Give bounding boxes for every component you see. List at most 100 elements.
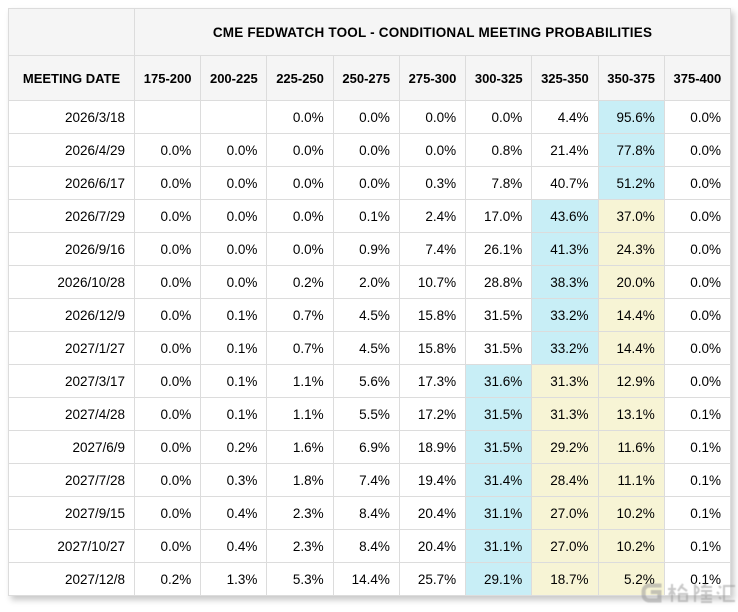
probability-cell: 0.0% bbox=[663, 199, 732, 233]
col-header-rate-range: 350-375 bbox=[597, 55, 665, 101]
probability-cell: 0.0% bbox=[266, 100, 334, 134]
probability-cell: 0.3% bbox=[200, 463, 268, 497]
probability-cell: 0.0% bbox=[398, 133, 467, 167]
meeting-date-cell: 2026/6/17 bbox=[8, 166, 135, 200]
table-row: 2026/3/18 0.0% 0.0% 0.0% 0.0% 4.4% 95.6% 0.0% bbox=[8, 100, 732, 134]
probability-cell: 2.3% bbox=[266, 529, 334, 563]
meeting-date-cell: 2027/7/28 bbox=[8, 463, 135, 497]
probability-cell: 31.4% bbox=[465, 463, 533, 497]
probability-cell: 0.2% bbox=[266, 265, 334, 299]
probability-cell: 11.1% bbox=[597, 463, 665, 497]
probability-cell: 0.4% bbox=[200, 529, 268, 563]
probability-cell: 0.7% bbox=[266, 298, 334, 332]
probability-cell: 0.0% bbox=[133, 463, 202, 497]
probability-cell: 0.0% bbox=[200, 166, 268, 200]
probability-cell: 0.0% bbox=[663, 298, 732, 332]
probability-cell: 21.4% bbox=[531, 133, 599, 167]
table-row: 2026/12/9 0.0% 0.1% 0.7% 4.5% 15.8% 31.5% 33.2%… bbox=[8, 298, 732, 332]
table-title: CME FEDWATCH TOOL - CONDITIONAL MEETING … bbox=[134, 8, 731, 56]
probability-cell: 5.2% bbox=[597, 562, 665, 596]
col-header-rate-range: 325-350 bbox=[531, 55, 599, 101]
probability-cell: 7.8% bbox=[465, 166, 533, 200]
probability-cell: 20.4% bbox=[398, 529, 467, 563]
meeting-date-cell: 2027/10/27 bbox=[8, 529, 135, 563]
probability-cell: 0.0% bbox=[133, 133, 202, 167]
probability-cell: 14.4% bbox=[597, 298, 665, 332]
table-row: 2027/3/17 0.0% 0.1% 1.1% 5.6% 17.3% 31.6% 31.3%… bbox=[8, 364, 732, 398]
probability-cell: 0.0% bbox=[663, 100, 732, 134]
probability-cell: 0.1% bbox=[200, 298, 268, 332]
probability-cell: 0.0% bbox=[266, 133, 334, 167]
table-row: 2026/7/29 0.0% 0.0% 0.0% 0.1% 2.4% 17.0% 43.6% 3… bbox=[8, 199, 732, 233]
table-row: 2027/6/9 0.0% 0.2% 1.6% 6.9% 18.9% 31.5% 29.2% 1… bbox=[8, 430, 732, 464]
table-row: 2026/10/28 0.0% 0.0% 0.2% 2.0% 10.7% 28.8% 38.3… bbox=[8, 265, 732, 299]
probability-cell: 0.0% bbox=[133, 232, 202, 266]
probability-cell: 51.2% bbox=[597, 166, 665, 200]
probability-cell: 31.3% bbox=[531, 397, 599, 431]
probability-cell: 0.0% bbox=[133, 397, 202, 431]
meeting-date-cell: 2027/9/15 bbox=[8, 496, 135, 530]
probability-cell: 0.1% bbox=[200, 364, 268, 398]
probability-cell: 11.6% bbox=[597, 430, 665, 464]
probability-cell: 13.1% bbox=[597, 397, 665, 431]
probability-cell: 0.2% bbox=[133, 562, 202, 596]
probability-cell: 20.0% bbox=[597, 265, 665, 299]
probability-cell: 0.0% bbox=[133, 430, 202, 464]
probability-cell: 28.8% bbox=[465, 265, 533, 299]
probability-cell: 40.7% bbox=[531, 166, 599, 200]
probability-cell: 41.3% bbox=[531, 232, 599, 266]
probability-cell: 25.7% bbox=[398, 562, 467, 596]
meeting-date-cell: 2027/1/27 bbox=[8, 331, 135, 365]
probability-cell: 31.3% bbox=[531, 364, 599, 398]
probability-cell: 1.3% bbox=[200, 562, 268, 596]
probability-cell: 1.1% bbox=[266, 364, 334, 398]
meeting-date-cell: 2027/6/9 bbox=[8, 430, 135, 464]
meeting-date-cell: 2026/12/9 bbox=[8, 298, 135, 332]
probability-cell: 10.2% bbox=[597, 529, 665, 563]
meeting-date-cell: 2026/4/29 bbox=[8, 133, 135, 167]
probability-cell: 0.7% bbox=[266, 331, 334, 365]
probability-cell: 6.9% bbox=[332, 430, 400, 464]
probability-cell: 0.0% bbox=[663, 133, 732, 167]
probability-cell: 0.0% bbox=[332, 100, 400, 134]
probability-cell: 14.4% bbox=[332, 562, 400, 596]
table-row: 2027/1/27 0.0% 0.1% 0.7% 4.5% 15.8% 31.5% 33.2%… bbox=[8, 331, 732, 365]
probability-cell: 29.1% bbox=[465, 562, 533, 596]
col-header-rate-range: 200-225 bbox=[200, 55, 268, 101]
meeting-date-cell: 2026/7/29 bbox=[8, 199, 135, 233]
probability-cell: 29.2% bbox=[531, 430, 599, 464]
probability-cell: 0.0% bbox=[332, 133, 400, 167]
col-header-rate-range: 175-200 bbox=[133, 55, 202, 101]
probability-cell: 1.6% bbox=[266, 430, 334, 464]
probability-cell: 0.1% bbox=[663, 562, 732, 596]
probability-cell: 12.9% bbox=[597, 364, 665, 398]
table-row: 2026/4/29 0.0% 0.0% 0.0% 0.0% 0.0% 0.8% 21.4% 77… bbox=[8, 133, 732, 167]
probability-cell: 38.3% bbox=[531, 265, 599, 299]
probability-cell: 0.1% bbox=[200, 331, 268, 365]
probability-cell: 7.4% bbox=[398, 232, 467, 266]
probability-cell bbox=[200, 100, 268, 134]
probability-cell: 77.8% bbox=[597, 133, 665, 167]
probability-cell: 0.1% bbox=[200, 397, 268, 431]
probability-cell: 0.9% bbox=[332, 232, 400, 266]
probability-cell: 0.0% bbox=[332, 166, 400, 200]
probability-cell: 0.4% bbox=[200, 496, 268, 530]
probability-cell: 0.0% bbox=[465, 100, 533, 134]
probability-cell: 7.4% bbox=[332, 463, 400, 497]
probability-cell: 0.0% bbox=[266, 232, 334, 266]
probability-cell: 0.2% bbox=[200, 430, 268, 464]
column-header-row: MEETING DATE 175-200 200-225 225-250 250-275… bbox=[8, 55, 732, 101]
table-row: 2026/6/17 0.0% 0.0% 0.0% 0.0% 0.3% 7.8% 40.7% 51… bbox=[8, 166, 732, 200]
probability-cell: 8.4% bbox=[332, 496, 400, 530]
probability-cell: 31.6% bbox=[465, 364, 533, 398]
probability-cell: 0.0% bbox=[200, 232, 268, 266]
probability-cell: 2.3% bbox=[266, 496, 334, 530]
probability-cell: 31.1% bbox=[465, 529, 533, 563]
probability-cell: 27.0% bbox=[531, 496, 599, 530]
probability-cell: 10.7% bbox=[398, 265, 467, 299]
table-row: 2026/9/16 0.0% 0.0% 0.0% 0.9% 7.4% 26.1% 41.3% 2… bbox=[8, 232, 732, 266]
probability-cell: 0.0% bbox=[133, 364, 202, 398]
probability-cell: 0.0% bbox=[133, 496, 202, 530]
probability-cell: 0.0% bbox=[200, 199, 268, 233]
probability-cell: 0.1% bbox=[663, 430, 732, 464]
